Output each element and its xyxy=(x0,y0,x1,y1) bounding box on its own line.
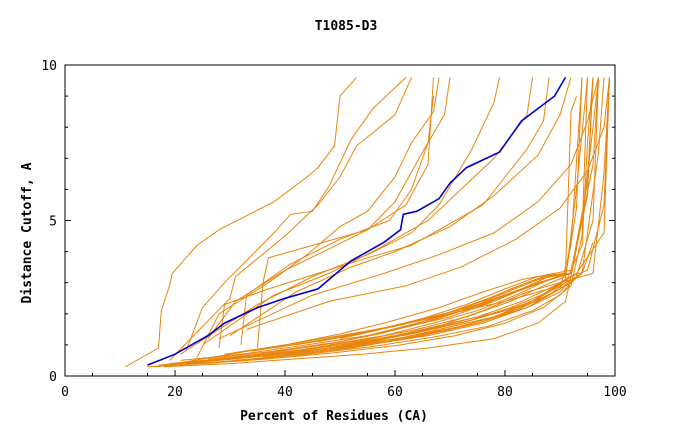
series-line-36 xyxy=(306,272,577,352)
highlight-series-line xyxy=(147,76,567,366)
series-line-20 xyxy=(147,279,572,368)
axis-layer: 0 20 40 60 80 100 0 5 10 xyxy=(41,59,626,400)
x-tick-label: 60 xyxy=(387,385,403,400)
series-line-38 xyxy=(257,77,434,349)
series-line-4 xyxy=(196,77,440,358)
series-line-21 xyxy=(191,77,594,363)
y-tick-label: 0 xyxy=(49,370,57,385)
series-line-25 xyxy=(163,276,572,368)
series-line-14 xyxy=(152,77,583,368)
chart-title: T1085-D3 xyxy=(315,19,378,34)
series-line-40 xyxy=(218,77,550,349)
series-line-30 xyxy=(202,77,588,365)
series-line-37 xyxy=(394,77,599,330)
series-line-28 xyxy=(174,77,599,366)
series-line-5 xyxy=(207,77,451,339)
series-line-33 xyxy=(339,77,594,340)
series-line-6 xyxy=(180,77,500,355)
series-line-11 xyxy=(174,77,599,365)
series-line-39 xyxy=(240,96,434,345)
series-line-10 xyxy=(246,77,610,330)
x-tick-label: 100 xyxy=(603,385,626,400)
series-line-32 xyxy=(262,242,594,358)
series-line-3 xyxy=(169,77,412,361)
series-line-1 xyxy=(125,77,357,368)
plot-frame xyxy=(64,64,616,377)
x-tick-label: 20 xyxy=(167,385,183,400)
y-tick-label: 10 xyxy=(41,59,57,74)
series-layer xyxy=(125,76,610,368)
series-line-22 xyxy=(224,272,555,355)
x-axis-label: Percent of Residues (CA) xyxy=(240,409,428,424)
x-tick-label: 0 xyxy=(61,385,69,400)
series-line-2 xyxy=(185,77,407,352)
series-line-15 xyxy=(196,77,610,363)
series-line-41 xyxy=(328,95,577,346)
series-line-8 xyxy=(229,77,572,337)
series-line-19 xyxy=(169,77,583,365)
y-axis-label: Distance Cutoff, A xyxy=(20,162,35,303)
y-tick-label: 5 xyxy=(49,215,57,230)
series-line-13 xyxy=(185,77,610,365)
x-tick-label: 80 xyxy=(497,385,513,400)
x-tick-label: 40 xyxy=(277,385,293,400)
